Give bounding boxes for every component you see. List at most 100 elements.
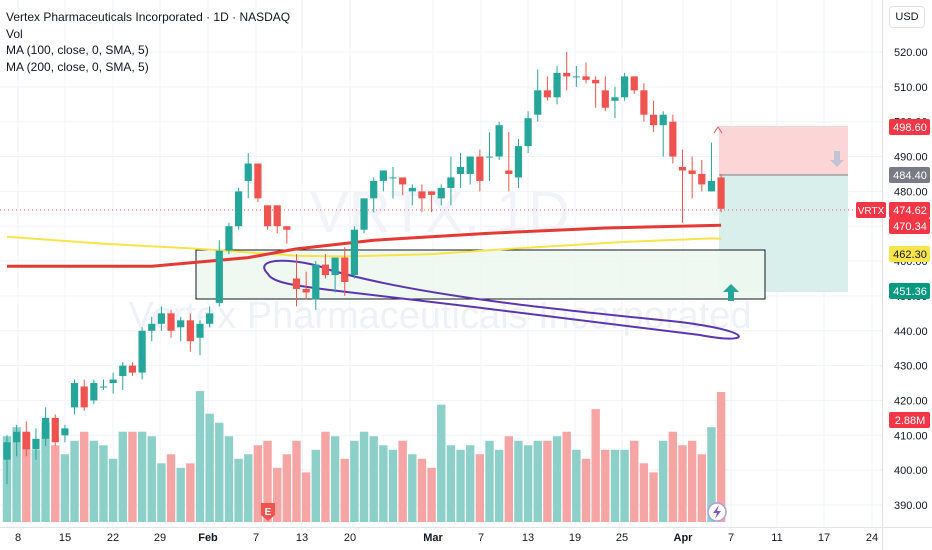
volume-bar <box>99 445 108 522</box>
up-arrow-icon <box>723 284 739 301</box>
candle <box>177 316 185 342</box>
price-tick-label: 410.00 <box>894 430 928 442</box>
candle <box>99 379 108 391</box>
volume-bar <box>543 440 552 522</box>
chart-legend: Vertex Pharmaceuticals Incorporated · 1D… <box>6 9 290 75</box>
volume-bar <box>668 431 678 522</box>
candle <box>437 184 445 206</box>
volume-bar <box>253 445 263 522</box>
candle <box>659 111 667 157</box>
legend-vol[interactable]: Vol <box>6 26 23 41</box>
price-tick-label: 510.00 <box>894 82 928 94</box>
ellipse-drawing[interactable] <box>263 259 740 340</box>
time-tick-label: 7 <box>728 532 734 544</box>
stop-loss-zone[interactable] <box>719 126 848 175</box>
candle <box>225 222 233 255</box>
time-tick-label: 25 <box>616 532 628 544</box>
time-tick-label: 24 <box>866 532 878 544</box>
candle <box>485 132 494 181</box>
volume-bar <box>321 431 330 522</box>
candle <box>563 52 571 91</box>
candle <box>80 379 88 411</box>
candle <box>447 156 455 206</box>
price-tick-label: 490.00 <box>894 152 928 164</box>
volume-bar <box>716 392 726 522</box>
time-tick-label: 22 <box>107 532 119 544</box>
volume-bar <box>369 436 378 522</box>
volume-bar <box>128 431 137 522</box>
last-price-label: 474.62 <box>893 205 927 217</box>
volume-bar <box>157 463 166 522</box>
volume-bar <box>456 449 465 522</box>
candle <box>167 309 175 338</box>
volume-bar <box>273 467 282 522</box>
lightning-icon[interactable] <box>707 502 727 522</box>
volume-bar <box>523 445 533 522</box>
currency-button[interactable]: USD <box>889 6 925 28</box>
volume-bar <box>263 440 272 522</box>
candle <box>302 271 310 300</box>
candle <box>206 306 214 328</box>
candle <box>428 191 436 213</box>
candle <box>42 407 50 446</box>
candle <box>678 149 687 223</box>
volume-bar <box>610 449 620 522</box>
time-tick-label: 8 <box>15 532 21 544</box>
candle <box>235 187 243 230</box>
volume-bar <box>292 440 301 522</box>
volume-bar <box>687 440 697 522</box>
symbol-tag: VRTX <box>858 206 885 217</box>
volume-bar <box>12 427 21 522</box>
volume-bar <box>533 440 542 522</box>
volume-bar <box>572 449 581 522</box>
time-tick-label: Feb <box>198 532 218 544</box>
volume-bar <box>108 458 118 522</box>
volume-bar <box>89 440 99 522</box>
ma200-line <box>7 223 722 268</box>
volume-bar <box>475 454 485 522</box>
candle <box>514 139 523 188</box>
volume-bar <box>340 458 349 522</box>
candle <box>148 316 156 342</box>
candle <box>215 240 223 307</box>
candle <box>350 226 358 279</box>
volume-bar <box>330 436 340 522</box>
candle <box>505 132 513 192</box>
volume-bar <box>707 427 716 522</box>
volume-bar <box>514 440 523 522</box>
legend-ma200[interactable]: MA (200, close, 0, SMA, 5) <box>6 59 149 74</box>
legend-ma100[interactable]: MA (100, close, 0, SMA, 5) <box>6 43 149 57</box>
candle <box>524 111 532 154</box>
price-tick-label: 430.00 <box>894 361 928 373</box>
volume-bar <box>649 472 658 522</box>
volume-bar <box>466 445 475 522</box>
price-tick-label: 440.00 <box>894 326 928 338</box>
price-scale[interactable]: 520.00510.00500.00490.00480.00470.00460.… <box>894 47 928 512</box>
time-axis[interactable]: 8 15 22 29 Feb 7 13 20 Mar 7 13 19 25 Apr 7 11 17 24 <box>15 532 878 544</box>
candle <box>572 65 580 87</box>
volume-bar <box>51 445 60 522</box>
candle <box>254 163 262 202</box>
candle <box>321 254 330 279</box>
volume-bar <box>446 445 456 522</box>
candle <box>640 83 648 122</box>
volume-bar <box>359 431 369 522</box>
legend-title[interactable]: Vertex Pharmaceuticals Incorporated · 1D… <box>6 10 291 24</box>
volume-bar <box>388 449 398 522</box>
ma100-line <box>6 235 722 258</box>
volume-bar <box>379 445 388 522</box>
demand-zone-box[interactable] <box>195 249 766 300</box>
time-tick-label: 11 <box>771 532 782 544</box>
candle <box>466 156 474 185</box>
candle <box>456 153 465 188</box>
candle <box>341 247 349 296</box>
volume-label: 2.88M <box>895 415 926 427</box>
candle <box>698 160 706 192</box>
volume-bar <box>601 449 610 522</box>
candle <box>90 379 98 404</box>
candle <box>582 62 590 84</box>
candle <box>688 156 696 199</box>
volume-bar <box>417 458 427 522</box>
earnings-event-badge[interactable]: E <box>261 503 275 521</box>
